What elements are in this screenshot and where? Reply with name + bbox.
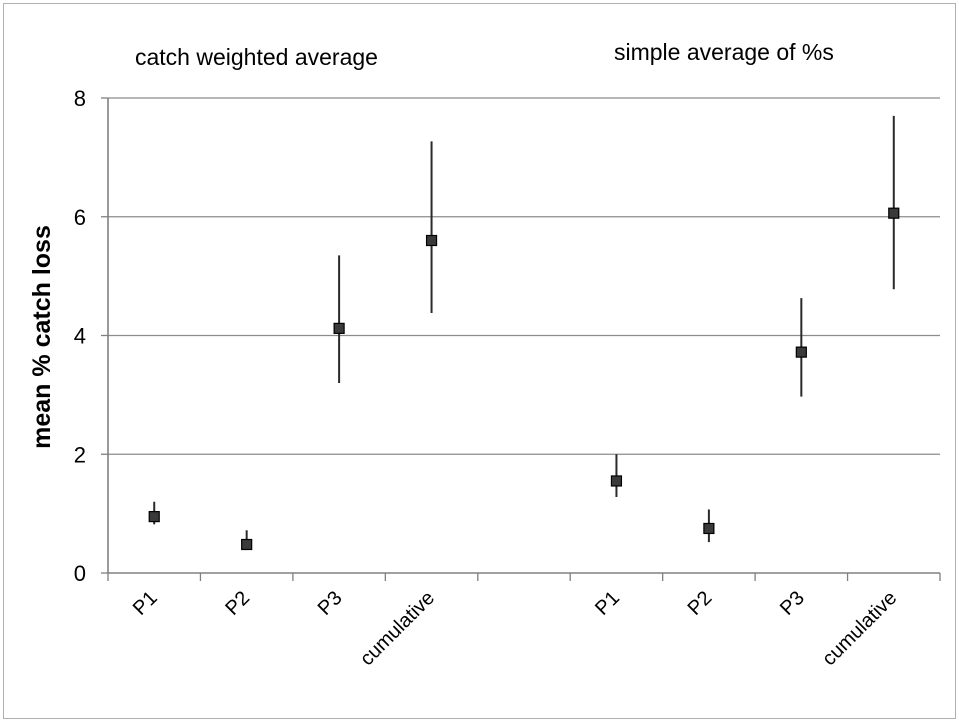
data-point-s1-3 <box>888 207 900 219</box>
data-point-s1-1 <box>703 522 715 535</box>
data-point-s1-0 <box>610 475 623 487</box>
chart-border <box>3 3 956 719</box>
data-marks <box>148 115 900 551</box>
data-point-s0-1 <box>241 538 253 551</box>
data-point-s0-3 <box>425 234 438 247</box>
y-tick-label-2: 2 <box>74 442 86 467</box>
annotation-simple-average: simple average of %s <box>614 39 834 65</box>
data-point-s0-0 <box>148 510 160 523</box>
annotation-catch-weighted: catch weighted average <box>135 44 378 70</box>
axes <box>101 97 941 581</box>
data-point-s1-2 <box>795 346 807 358</box>
y-tick-label-6: 6 <box>74 205 86 230</box>
y-tick-label-4: 4 <box>74 324 86 349</box>
y-tick-label-0: 0 <box>74 561 86 586</box>
y-tick-label-8: 8 <box>74 86 86 111</box>
data-point-s0-2 <box>333 322 345 334</box>
y-axis-title: mean % catch loss <box>28 225 56 449</box>
